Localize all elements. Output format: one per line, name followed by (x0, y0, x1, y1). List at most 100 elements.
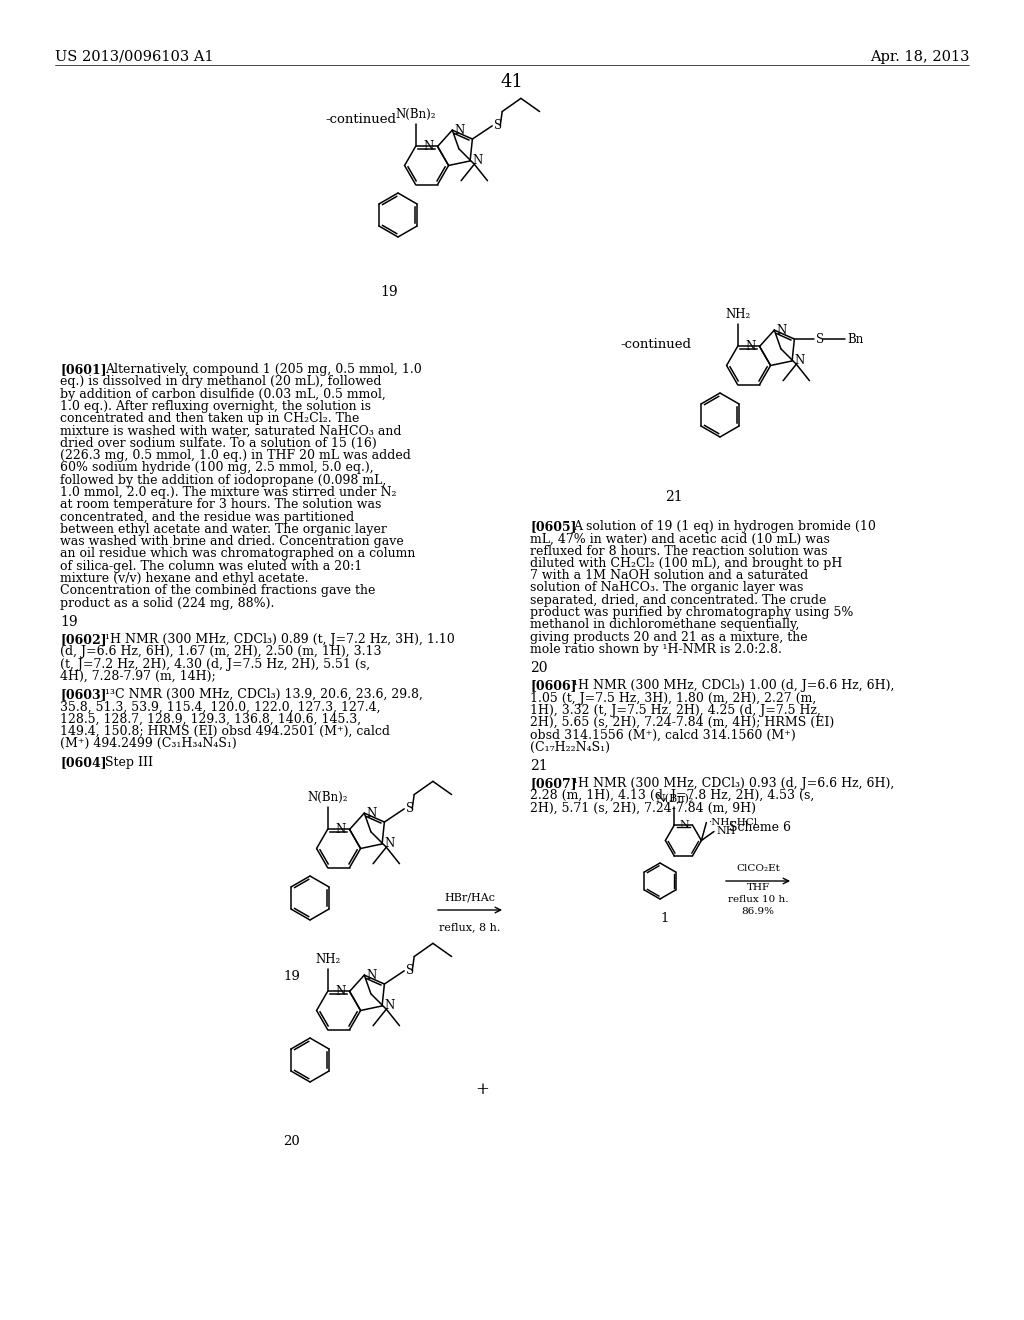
Text: solution of NaHCO₃. The organic layer was: solution of NaHCO₃. The organic layer wa… (530, 582, 804, 594)
Text: product as a solid (224 mg, 88%).: product as a solid (224 mg, 88%). (60, 597, 274, 610)
Text: N(Bn)₂: N(Bn)₂ (307, 792, 348, 804)
Text: 21: 21 (665, 490, 683, 504)
Text: 1.0 eq.). After refluxing overnight, the solution is: 1.0 eq.). After refluxing overnight, the… (60, 400, 371, 413)
Text: Alternatively, compound 1 (205 mg, 0.5 mmol, 1.0: Alternatively, compound 1 (205 mg, 0.5 m… (105, 363, 422, 376)
Text: US 2013/0096103 A1: US 2013/0096103 A1 (55, 50, 214, 63)
Text: (t, J=7.2 Hz, 2H), 4.30 (d, J=7.5 Hz, 2H), 5.51 (s,: (t, J=7.2 Hz, 2H), 4.30 (d, J=7.5 Hz, 2H… (60, 657, 370, 671)
Text: dried over sodium sulfate. To a solution of 15 (16): dried over sodium sulfate. To a solution… (60, 437, 377, 450)
Text: an oil residue which was chromatographed on a column: an oil residue which was chromatographed… (60, 548, 416, 561)
Text: ·NH₂·HCl: ·NH₂·HCl (709, 818, 758, 828)
Text: mole ratio shown by ¹H-NMR is 2.0:2.8.: mole ratio shown by ¹H-NMR is 2.0:2.8. (530, 643, 782, 656)
Text: mL, 47% in water) and acetic acid (10 mL) was: mL, 47% in water) and acetic acid (10 mL… (530, 532, 829, 545)
Text: 20: 20 (530, 661, 548, 676)
Text: N: N (335, 985, 345, 998)
Text: NH₂: NH₂ (315, 953, 340, 966)
Text: N: N (367, 807, 377, 820)
Text: Scheme 6: Scheme 6 (729, 821, 791, 834)
Text: N: N (472, 154, 482, 168)
Text: (M⁺) 494.2499 (C₃₁H₃₄N₄S₁): (M⁺) 494.2499 (C₃₁H₃₄N₄S₁) (60, 738, 237, 750)
Text: 2.28 (m, 1H), 4.13 (d, J=7.8 Hz, 2H), 4.53 (s,: 2.28 (m, 1H), 4.13 (d, J=7.8 Hz, 2H), 4.… (530, 789, 814, 803)
Text: 1H), 3.32 (t, J=7.5 Hz, 2H), 4.25 (d, J=7.5 Hz,: 1H), 3.32 (t, J=7.5 Hz, 2H), 4.25 (d, J=… (530, 704, 821, 717)
Text: (d, J=6.6 Hz, 6H), 1.67 (m, 2H), 2.50 (m, 1H), 3.13: (d, J=6.6 Hz, 6H), 1.67 (m, 2H), 2.50 (m… (60, 645, 382, 659)
Text: A solution of 19 (1 eq) in hydrogen bromide (10: A solution of 19 (1 eq) in hydrogen brom… (573, 520, 876, 533)
Text: Concentration of the combined fractions gave the: Concentration of the combined fractions … (60, 585, 376, 598)
Text: 20: 20 (283, 1135, 300, 1148)
Text: 35.8, 51.3, 53.9, 115.4, 120.0, 122.0, 127.3, 127.4,: 35.8, 51.3, 53.9, 115.4, 120.0, 122.0, 1… (60, 701, 381, 714)
Text: refluxed for 8 hours. The reaction solution was: refluxed for 8 hours. The reaction solut… (530, 545, 827, 557)
Text: obsd 314.1556 (M⁺), calcd 314.1560 (M⁺): obsd 314.1556 (M⁺), calcd 314.1560 (M⁺) (530, 729, 796, 742)
Text: reflux, 8 h.: reflux, 8 h. (439, 921, 501, 932)
Text: Step III: Step III (105, 755, 153, 768)
Text: 128.5, 128.7, 128.9, 129.3, 136.8, 140.6, 145.3,: 128.5, 128.7, 128.9, 129.3, 136.8, 140.6… (60, 713, 361, 726)
Text: was washed with brine and dried. Concentration gave: was washed with brine and dried. Concent… (60, 535, 403, 548)
Text: S: S (407, 965, 415, 977)
Text: N: N (680, 820, 689, 830)
Text: N: N (455, 124, 465, 136)
Text: S: S (407, 803, 415, 816)
Text: NH: NH (716, 826, 735, 837)
Text: 19: 19 (283, 970, 300, 983)
Text: ClCO₂Et: ClCO₂Et (736, 865, 780, 873)
Text: S: S (816, 333, 824, 346)
Text: 21: 21 (530, 759, 548, 774)
Text: concentrated and then taken up in CH₂Cl₂. The: concentrated and then taken up in CH₂Cl₂… (60, 412, 359, 425)
Text: N: N (335, 822, 345, 836)
Text: by addition of carbon disulfide (0.03 mL, 0.5 mmol,: by addition of carbon disulfide (0.03 mL… (60, 388, 386, 400)
Text: at room temperature for 3 hours. The solution was: at room temperature for 3 hours. The sol… (60, 498, 381, 511)
Text: Apr. 18, 2013: Apr. 18, 2013 (870, 50, 970, 63)
Text: concentrated, and the residue was partitioned: concentrated, and the residue was partit… (60, 511, 354, 524)
Text: 1: 1 (660, 912, 670, 925)
Text: 7 with a 1M NaOH solution and a saturated: 7 with a 1M NaOH solution and a saturate… (530, 569, 808, 582)
Text: -continued: -continued (620, 338, 691, 351)
Text: [0607]: [0607] (530, 777, 577, 791)
Text: N(Bn)₂: N(Bn)₂ (395, 108, 436, 121)
Text: 19: 19 (380, 285, 397, 300)
Text: (226.3 mg, 0.5 mmol, 1.0 eq.) in THF 20 mL was added: (226.3 mg, 0.5 mmol, 1.0 eq.) in THF 20 … (60, 449, 411, 462)
Text: N: N (794, 355, 804, 367)
Text: N: N (384, 999, 394, 1012)
Text: [0606]: [0606] (530, 680, 577, 692)
Text: NH₂: NH₂ (725, 309, 751, 322)
Text: N: N (423, 140, 433, 153)
Text: methanol in dichloromethane sequentially,: methanol in dichloromethane sequentially… (530, 618, 800, 631)
Text: N(Bn)₂: N(Bn)₂ (655, 793, 693, 804)
Text: 4H), 7.28-7.97 (m, 14H);: 4H), 7.28-7.97 (m, 14H); (60, 671, 216, 682)
Text: 149.4, 150.8; HRMS (EI) obsd 494.2501 (M⁺), calcd: 149.4, 150.8; HRMS (EI) obsd 494.2501 (M… (60, 725, 390, 738)
Text: N: N (367, 969, 377, 982)
Text: reflux 10 h.: reflux 10 h. (728, 895, 788, 904)
Text: 41: 41 (501, 73, 523, 91)
Text: [0601]: [0601] (60, 363, 106, 376)
Text: giving products 20 and 21 as a mixture, the: giving products 20 and 21 as a mixture, … (530, 631, 808, 644)
Text: [0605]: [0605] (530, 520, 577, 533)
Text: followed by the addition of iodopropane (0.098 mL,: followed by the addition of iodopropane … (60, 474, 386, 487)
Text: [0603]: [0603] (60, 688, 106, 701)
Text: 19: 19 (60, 615, 78, 630)
Text: ¹H NMR (300 MHz, CDCl₃) 0.89 (t, J=7.2 Hz, 3H), 1.10: ¹H NMR (300 MHz, CDCl₃) 0.89 (t, J=7.2 H… (105, 634, 455, 645)
Text: 86.9%: 86.9% (741, 907, 774, 916)
Text: 2H), 5.71 (s, 2H), 7.24-7.84 (m, 9H): 2H), 5.71 (s, 2H), 7.24-7.84 (m, 9H) (530, 801, 756, 814)
Text: 60% sodium hydride (100 mg, 2.5 mmol, 5.0 eq.),: 60% sodium hydride (100 mg, 2.5 mmol, 5.… (60, 462, 374, 474)
Text: separated, dried, and concentrated. The crude: separated, dried, and concentrated. The … (530, 594, 826, 607)
Text: N: N (776, 323, 786, 337)
Text: (C₁₇H₂₂N₄S₁): (C₁₇H₂₂N₄S₁) (530, 741, 610, 754)
Text: 2H), 5.65 (s, 2H), 7.24-7.84 (m, 4H); HRMS (EI): 2H), 5.65 (s, 2H), 7.24-7.84 (m, 4H); HR… (530, 717, 835, 729)
Text: mixture is washed with water, saturated NaHCO₃ and: mixture is washed with water, saturated … (60, 425, 401, 437)
Text: ¹H NMR (300 MHz, CDCl₃) 0.93 (d, J=6.6 Hz, 6H),: ¹H NMR (300 MHz, CDCl₃) 0.93 (d, J=6.6 H… (573, 777, 894, 791)
Text: N: N (384, 837, 394, 850)
Text: 1.05 (t, J=7.5 Hz, 3H), 1.80 (m, 2H), 2.27 (m,: 1.05 (t, J=7.5 Hz, 3H), 1.80 (m, 2H), 2.… (530, 692, 816, 705)
Text: Bn: Bn (847, 333, 863, 346)
Text: THF: THF (746, 883, 770, 892)
Text: diluted with CH₂Cl₂ (100 mL), and brought to pH: diluted with CH₂Cl₂ (100 mL), and brough… (530, 557, 843, 570)
Text: [0604]: [0604] (60, 755, 106, 768)
Text: +: + (475, 1081, 488, 1098)
Text: eq.) is dissolved in dry methanol (20 mL), followed: eq.) is dissolved in dry methanol (20 mL… (60, 375, 382, 388)
Text: ¹³C NMR (300 MHz, CDCl₃) 13.9, 20.6, 23.6, 29.8,: ¹³C NMR (300 MHz, CDCl₃) 13.9, 20.6, 23.… (105, 688, 423, 701)
Text: between ethyl acetate and water. The organic layer: between ethyl acetate and water. The org… (60, 523, 387, 536)
Text: S: S (495, 119, 503, 132)
Text: 1.0 mmol, 2.0 eq.). The mixture was stirred under N₂: 1.0 mmol, 2.0 eq.). The mixture was stir… (60, 486, 396, 499)
Text: product was purified by chromatography using 5%: product was purified by chromatography u… (530, 606, 853, 619)
Text: of silica-gel. The column was eluted with a 20:1: of silica-gel. The column was eluted wit… (60, 560, 362, 573)
Text: mixture (v/v) hexane and ethyl acetate.: mixture (v/v) hexane and ethyl acetate. (60, 572, 308, 585)
Text: ¹H NMR (300 MHz, CDCl₃) 1.00 (d, J=6.6 Hz, 6H),: ¹H NMR (300 MHz, CDCl₃) 1.00 (d, J=6.6 H… (573, 680, 894, 692)
Text: N: N (745, 341, 756, 352)
